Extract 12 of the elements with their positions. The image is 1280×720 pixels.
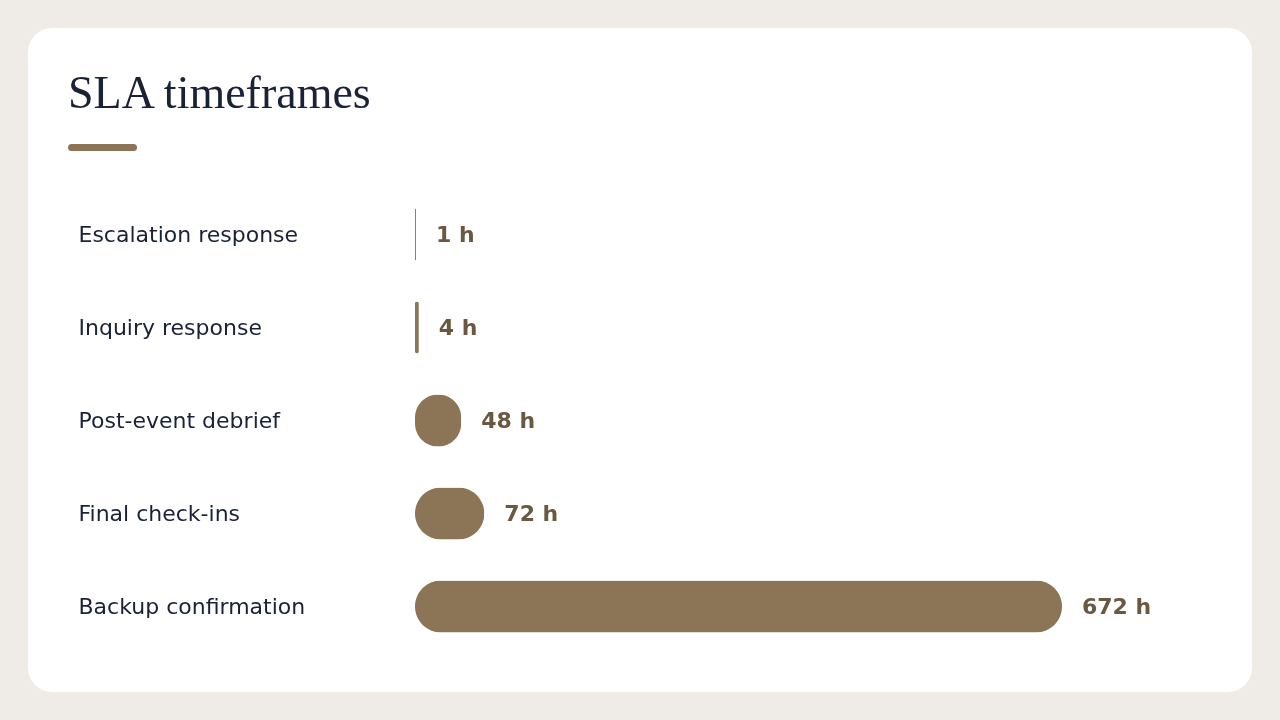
y-tick-label: Final check-ins [78, 500, 241, 526]
data-label: 72 h [504, 500, 559, 526]
y-tick-label: Escalation response [78, 221, 299, 247]
chart-title: SLA timeframes [68, 66, 371, 119]
y-tick-label: Inquiry response [78, 314, 262, 340]
data-label: 48 h [481, 407, 536, 433]
y-tick-label: Backup confirmation [78, 593, 306, 619]
data-label: 1 h [435, 221, 475, 247]
y-tick-label: Post-event debrief [78, 407, 282, 433]
bar [415, 580, 1062, 633]
data-label: 672 h [1082, 593, 1152, 619]
data-label: 4 h [438, 314, 478, 340]
